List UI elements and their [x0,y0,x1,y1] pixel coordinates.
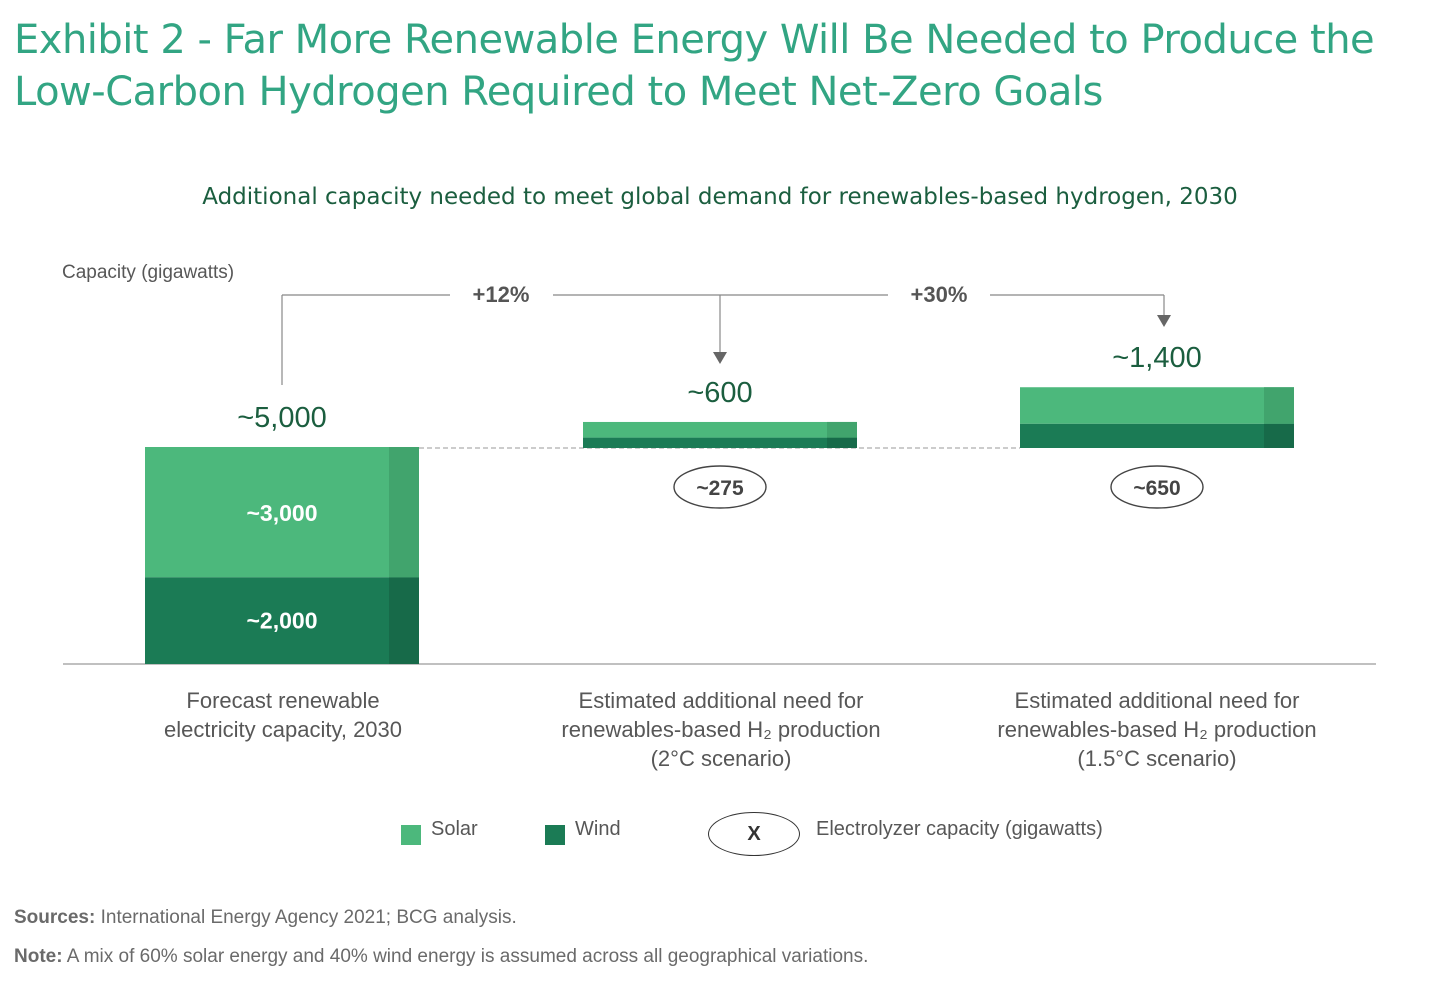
bar-solar [1020,387,1294,424]
increase-label: +12% [473,282,530,307]
legend-wind-swatch [545,825,565,845]
bar-wind-shade [1264,423,1294,448]
note-text: A mix of 60% solar energy and 40% wind e… [66,946,869,967]
increase-label: +30% [911,282,968,307]
bar-wind [583,437,857,448]
category-label-line: (2°C scenario) [650,746,792,771]
page-title: Exhibit 2 - Far More Renewable Energy Wi… [14,17,1375,115]
category-label-line: renewables-based H₂ production [561,717,881,742]
total-label: ~1,400 [1112,342,1202,374]
category-label-line: renewables-based H₂ production [997,717,1317,742]
category-label-line: Estimated additional need for [578,688,864,713]
legend-wind-label: Wind [575,818,621,840]
legend-solar-swatch [401,825,421,845]
category-label-2c: Estimated additional need for renewables… [531,686,911,773]
legend-electrolyzer-label: Electrolyzer capacity (gigawatts) [816,818,1103,840]
category-label-1-5c: Estimated additional need for renewables… [967,686,1347,773]
electrolyzer-ellipse [673,465,767,509]
arrow-down-icon [1157,315,1171,327]
bar-solar-shade [827,421,857,438]
bar-solar [583,421,857,438]
wind-value-label: ~2,000 [247,608,318,634]
note-label: Note: [14,946,63,967]
electrolyzer-label: ~650 [1133,477,1180,500]
electrolyzer-ellipse [1110,465,1204,509]
bar-wind [145,577,419,664]
footer-note: Note: A mix of 60% solar energy and 40% … [14,946,868,968]
category-label-line: electricity capacity, 2030 [163,717,403,742]
arrow-down-icon [713,352,727,364]
sources-label: Sources: [14,907,96,928]
solar-value-label: ~3,000 [247,500,318,526]
bar-wind-shade [827,437,857,448]
chart-title: Additional capacity needed to meet globa… [202,184,1238,210]
bar-solar [145,447,419,578]
category-label-forecast: Forecast renewable electricity capacity,… [93,686,473,744]
category-label-line: (1.5°C scenario) [1077,746,1237,771]
total-label: ~5,000 [237,402,327,434]
electrolyzer-label: ~275 [696,477,744,500]
y-axis-label: Capacity (gigawatts) [62,262,235,283]
sources-text: International Energy Agency 2021; BCG an… [100,907,517,928]
bar-solar-shade [389,447,419,578]
category-label-line: Forecast renewable [186,688,380,713]
legend-solar-label: Solar [431,818,478,840]
bar-wind [1020,423,1294,448]
footer-sources: Sources: International Energy Agency 202… [14,907,517,929]
total-label: ~600 [687,377,752,409]
bar-solar-shade [1264,387,1294,424]
bar-wind-shade [389,577,419,664]
legend-electrolyzer-marker: X [708,812,800,856]
category-label-line: Estimated additional need for [1014,688,1300,713]
